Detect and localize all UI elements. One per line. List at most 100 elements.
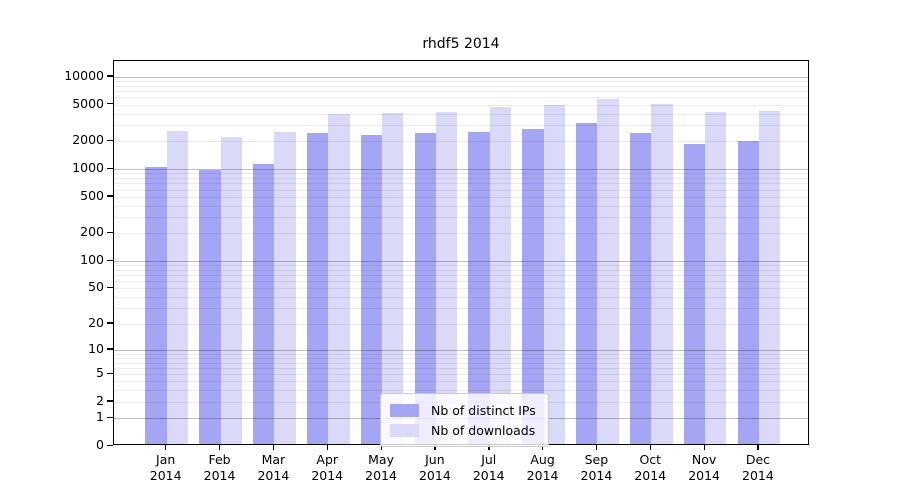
gridline-minor-700 <box>114 183 808 185</box>
y-tick-label-20: 20 <box>88 314 104 330</box>
y-tick-label-200: 200 <box>80 224 104 240</box>
gridline-minor-50 <box>114 288 808 290</box>
legend-label-0: Nb of distinct IPs <box>431 402 536 418</box>
bar-nb-of-distinct-ips-feb <box>199 169 221 444</box>
gridline-minor-20 <box>114 323 808 325</box>
x-tick-label-dec: Dec 2014 <box>723 452 793 484</box>
gridline-minor-3000 <box>114 125 808 127</box>
gridline-minor-300 <box>114 217 808 219</box>
y-tick-label-2: 2 <box>96 392 104 408</box>
x-tick-year: 2014 <box>580 468 613 483</box>
x-tick-month: Jan <box>156 452 176 467</box>
y-tick-label-1: 1 <box>96 409 104 425</box>
y-tick-label-100: 100 <box>80 252 104 267</box>
x-tick-label-feb: Feb 2014 <box>185 452 255 484</box>
gridline-minor-4000 <box>114 113 808 115</box>
gridline-minor-5000 <box>114 104 808 106</box>
x-tick-year: 2014 <box>365 468 397 483</box>
legend-swatch-nb-of-distinct-ips <box>390 403 419 417</box>
bar-nb-of-downloads-aug <box>543 105 565 444</box>
bar-nb-of-distinct-ips-sep <box>576 123 598 444</box>
gridline-minor-4 <box>114 381 808 383</box>
x-tick-mark-feb <box>219 445 221 450</box>
x-tick-label-jul: Jul 2014 <box>454 452 524 484</box>
gridline-minor-9000 <box>114 81 808 83</box>
y-tick-mark-20 <box>107 322 113 324</box>
x-tick-label-nov: Nov 2014 <box>669 452 739 484</box>
x-tick-mark-aug <box>542 445 544 450</box>
gridline-minor-8 <box>114 357 808 359</box>
bar-nb-of-distinct-ips-jun <box>414 133 436 444</box>
bar-nb-of-distinct-ips-may <box>360 135 383 444</box>
x-tick-mark-sep <box>595 445 598 450</box>
gridline-minor-2000 <box>114 141 808 143</box>
x-tick-year: 2014 <box>688 468 720 483</box>
legend-row-1: Nb of downloads <box>390 420 536 440</box>
gridline-minor-30 <box>114 308 808 310</box>
bar-nb-of-downloads-jun <box>435 111 458 444</box>
x-tick-year: 2014 <box>418 468 451 483</box>
y-tick-mark-1000 <box>107 167 113 169</box>
gridline-major-100 <box>114 261 808 262</box>
x-tick-label-may: May 2014 <box>346 452 416 484</box>
gridline-minor-800 <box>114 177 808 179</box>
bar-nb-of-downloads-jan <box>166 131 189 444</box>
y-tick-label-1000: 1000 <box>72 160 104 176</box>
x-tick-month: May <box>368 452 394 467</box>
gridline-minor-70 <box>114 275 808 277</box>
x-tick-label-mar: Mar 2014 <box>238 452 308 484</box>
y-tick-label-0: 0 <box>96 437 104 452</box>
gridline-minor-8000 <box>114 85 808 87</box>
y-tick-mark-5000 <box>107 103 113 105</box>
y-tick-label-5: 5 <box>96 365 104 381</box>
y-tick-mark-200 <box>107 231 113 234</box>
gridline-minor-6 <box>114 367 808 369</box>
x-tick-mark-jan <box>165 445 167 450</box>
gridline-minor-80 <box>114 269 808 271</box>
y-tick-mark-5 <box>107 372 113 374</box>
x-tick-year: 2014 <box>203 468 236 483</box>
gridline-minor-200 <box>114 233 808 235</box>
x-tick-month: Oct <box>639 452 662 467</box>
bar-nb-of-downloads-dec <box>758 111 781 444</box>
x-tick-label-oct: Oct 2014 <box>615 452 685 484</box>
chart-title: rhdf5 2014 <box>422 36 500 52</box>
x-tick-label-aug: Aug 2014 <box>508 452 578 484</box>
y-tick-label-500: 500 <box>80 187 104 203</box>
y-tick-label-50: 50 <box>88 279 104 295</box>
x-tick-month: Mar <box>261 452 286 467</box>
gridline-minor-5 <box>114 374 808 376</box>
bar-nb-of-distinct-ips-apr <box>306 132 329 444</box>
y-tick-label-10000: 10000 <box>64 67 104 83</box>
y-tick-label-5000: 5000 <box>72 95 104 111</box>
gridline-minor-7 <box>114 362 808 364</box>
gridline-minor-40 <box>114 297 808 299</box>
x-tick-month: Jun <box>425 452 445 467</box>
bar-nb-of-downloads-mar <box>274 132 296 444</box>
gridline-minor-6000 <box>114 97 808 99</box>
x-tick-month: Feb <box>208 452 231 467</box>
bar-nb-of-distinct-ips-dec <box>737 141 759 444</box>
x-tick-month: Apr <box>316 452 339 467</box>
legend: Nb of distinct IPs Nb of downloads <box>380 393 549 447</box>
x-tick-year: 2014 <box>472 468 505 483</box>
bar-nb-of-distinct-ips-aug <box>522 129 544 444</box>
bar-nb-of-downloads-apr <box>328 114 350 444</box>
x-tick-year: 2014 <box>634 468 667 483</box>
bar-nb-of-distinct-ips-nov <box>683 144 706 444</box>
gridline-major-1000 <box>114 169 808 171</box>
y-tick-mark-2 <box>107 400 113 402</box>
x-tick-year: 2014 <box>526 468 559 483</box>
y-tick-mark-500 <box>107 195 113 197</box>
x-tick-mark-jul <box>488 445 490 450</box>
gridline-minor-90 <box>114 265 808 267</box>
bar-nb-of-downloads-nov <box>705 111 727 444</box>
y-tick-mark-100 <box>107 259 113 261</box>
x-tick-year: 2014 <box>311 468 344 483</box>
bar-nb-of-distinct-ips-jul <box>468 131 490 444</box>
gridline-minor-900 <box>114 173 808 175</box>
plot-area: Nb of distinct IPs Nb of downloads <box>113 60 809 447</box>
x-tick-label-sep: Sep 2014 <box>561 452 631 484</box>
gridline-minor-400 <box>114 205 808 207</box>
